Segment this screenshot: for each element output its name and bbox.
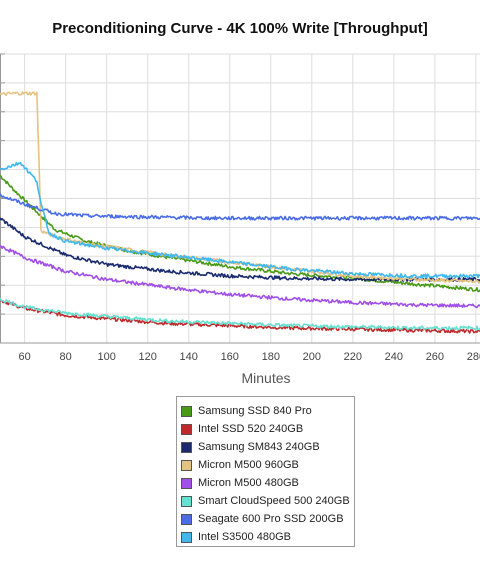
x-tick-label: 140 xyxy=(180,351,198,363)
series-line-seagate-600-pro-ssd-200gb xyxy=(0,193,480,221)
series-lines xyxy=(0,91,480,334)
legend-swatch xyxy=(181,441,192,453)
legend-label: Smart CloudSpeed 500 240GB xyxy=(198,495,350,507)
legend-label: Intel SSD 520 240GB xyxy=(198,423,304,435)
x-tick-label: 100 xyxy=(97,351,115,363)
legend-item: Micron M500 480GB xyxy=(177,474,354,492)
series-line-micron-m500-960gb xyxy=(0,91,480,284)
x-tick-label: 260 xyxy=(426,351,444,363)
x-tick-label: 120 xyxy=(139,351,157,363)
legend-item: Micron M500 960GB xyxy=(177,456,354,474)
legend-label: Micron M500 960GB xyxy=(198,459,299,471)
legend-swatch xyxy=(181,477,192,489)
legend-label: Intel S3500 480GB xyxy=(198,531,291,543)
legend-label: Samsung SSD 840 Pro xyxy=(198,405,312,417)
legend-item: Intel SSD 520 240GB xyxy=(177,420,354,438)
legend-item: Smart CloudSpeed 500 240GB xyxy=(177,492,354,510)
legend-swatch xyxy=(181,513,192,525)
x-tick-label: 220 xyxy=(344,351,362,363)
legend-item: Seagate 600 Pro SSD 200GB xyxy=(177,510,354,528)
legend-item: Samsung SSD 840 Pro xyxy=(177,402,354,420)
x-tick-labels: 60 80 100 120 140 160 180 200 220 240 260 280 xyxy=(18,351,480,363)
legend-label: Seagate 600 Pro SSD 200GB xyxy=(198,513,344,525)
x-tick-label: 240 xyxy=(385,351,403,363)
series-line-micron-m500-480gb xyxy=(0,245,480,309)
legend: Samsung SSD 840 Pro Intel SSD 520 240GB Sa… xyxy=(176,396,355,547)
legend-swatch xyxy=(181,459,192,471)
series-line-samsung-ssd-840-pro xyxy=(0,174,480,293)
series-line-intel-ssd-520-240gb xyxy=(0,299,480,334)
grid-lines xyxy=(0,53,480,344)
chart-title: Preconditioning Curve - 4K 100% Write [T… xyxy=(52,20,428,37)
legend-label: Micron M500 480GB xyxy=(198,477,299,489)
series-line-smart-cloudspeed-500-240gb xyxy=(0,297,480,331)
legend-label: Samsung SM843 240GB xyxy=(198,441,320,453)
x-tick-label: 160 xyxy=(221,351,239,363)
x-tick-label: 80 xyxy=(60,351,72,363)
legend-swatch xyxy=(181,495,192,507)
series-line-intel-s3500-480gb xyxy=(0,161,480,279)
legend-item: Samsung SM843 240GB xyxy=(177,438,354,456)
legend-swatch xyxy=(181,405,192,417)
x-tick-label: 280 xyxy=(467,351,480,363)
legend-swatch xyxy=(181,423,192,435)
x-tick-label: 180 xyxy=(262,351,280,363)
x-tick-label: 200 xyxy=(303,351,321,363)
legend-item: Intel S3500 480GB xyxy=(177,528,354,546)
x-axis-label: Minutes xyxy=(241,370,290,386)
legend-swatch xyxy=(181,531,192,543)
x-tick-label: 60 xyxy=(18,351,30,363)
